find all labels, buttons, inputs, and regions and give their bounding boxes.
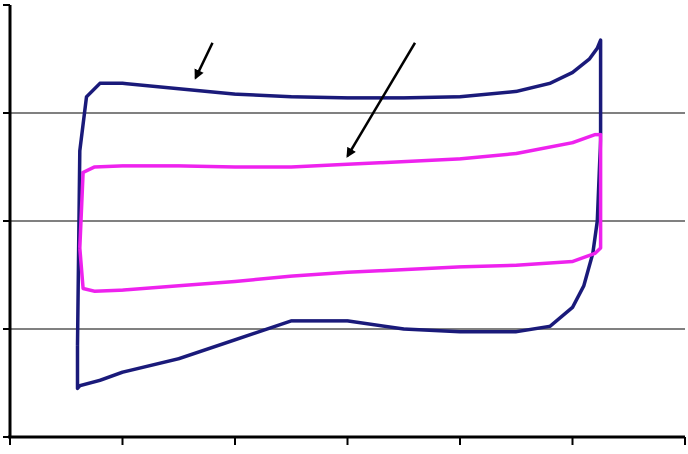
- data-series: [75, 38, 603, 391]
- annotation-arrows: [194, 42, 417, 158]
- series-line-1: [78, 132, 603, 293]
- gridlines: [10, 112, 685, 330]
- annotation-arrow-0: [194, 42, 214, 80]
- annotation-arrow-1: [346, 42, 417, 158]
- axes: [3, 4, 686, 445]
